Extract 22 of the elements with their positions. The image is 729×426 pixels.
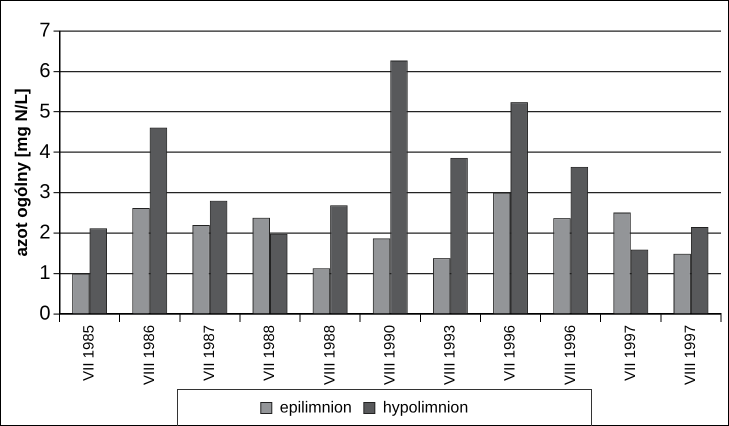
x-tick-label: VII 1987: [201, 324, 218, 381]
x-tick-label: VII 1997: [622, 324, 639, 381]
legend-label: hypolimnion: [382, 399, 468, 416]
x-tick-label: VIII 1993: [442, 324, 459, 386]
y-tick-label: 5: [39, 100, 51, 122]
x-tick-label: VII 1985: [80, 324, 98, 381]
x-tick-label: VIII 1997: [682, 324, 700, 386]
x-tick-label: VIII 1986: [140, 324, 158, 386]
y-tick-label: 0: [39, 302, 51, 324]
y-tick-label: 4: [39, 140, 51, 163]
y-tick-label: 3: [39, 181, 51, 204]
y-tick-label: 2: [39, 222, 51, 244]
y-axis-title: azot ogólny [mg N/L]: [12, 88, 31, 257]
x-tick-label: VIII 1988: [321, 324, 338, 386]
x-tick-label: VIII 1990: [381, 324, 398, 386]
x-tick-label: VIII 1996: [562, 324, 579, 386]
y-tick-label: 6: [39, 60, 51, 82]
x-tick-label: VII 1996: [502, 324, 519, 381]
x-tick-label: VII 1988: [261, 324, 278, 381]
legend-label: epilimnion: [280, 399, 352, 416]
y-tick-label: 1: [39, 262, 51, 284]
y-tick-label: 7: [39, 20, 51, 42]
